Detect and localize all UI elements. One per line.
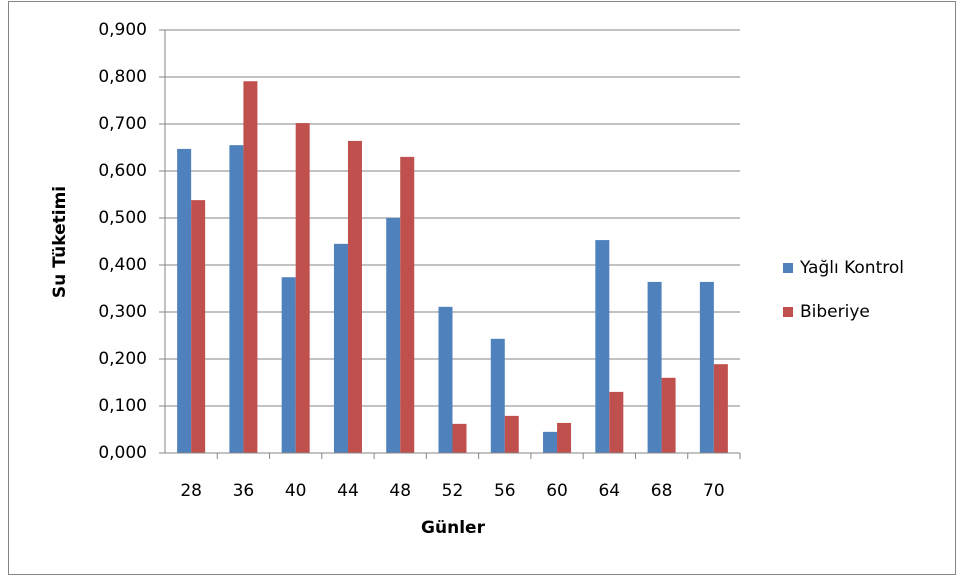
bar	[333, 243, 348, 453]
x-axis-title: Günler	[421, 518, 486, 538]
y-tick-label: 0,300	[98, 302, 147, 322]
x-tick-label: 36	[233, 481, 255, 501]
x-tick-label: 64	[598, 481, 620, 501]
bar	[386, 218, 401, 453]
legend-label: Biberiye	[800, 302, 870, 322]
y-tick-label: 0,700	[98, 114, 147, 134]
bar	[490, 338, 505, 453]
x-tick-label: 70	[703, 481, 725, 501]
bar	[504, 415, 519, 453]
x-tick-label: 68	[651, 481, 673, 501]
bar	[191, 200, 206, 453]
legend-swatch	[783, 263, 793, 273]
bar	[281, 277, 296, 453]
y-tick-label: 0,000	[98, 443, 147, 463]
bar	[243, 81, 258, 453]
chart-border	[8, 1, 956, 575]
x-tick-label: 60	[546, 481, 568, 501]
bar	[713, 364, 728, 453]
y-tick-label: 0,100	[98, 396, 147, 416]
x-tick-label: 44	[337, 481, 359, 501]
bar	[438, 306, 453, 453]
bar	[557, 422, 572, 453]
bar	[177, 148, 192, 453]
bar	[347, 140, 362, 454]
bar	[400, 156, 415, 453]
bar	[452, 423, 467, 453]
x-tick-label: 28	[180, 481, 202, 501]
y-tick-label: 0,200	[98, 349, 147, 369]
bar	[661, 377, 676, 453]
x-tick-label: 56	[494, 481, 516, 501]
y-tick-label: 0,400	[98, 255, 147, 275]
bar	[543, 431, 558, 453]
x-tick-label: 40	[285, 481, 307, 501]
y-tick-label: 0,800	[98, 67, 147, 87]
bar	[229, 145, 244, 453]
legend-label: Yağlı Kontrol	[799, 258, 904, 278]
x-tick-label: 52	[442, 481, 464, 501]
bar	[647, 281, 662, 453]
bar	[295, 123, 310, 453]
y-tick-label: 0,500	[98, 208, 147, 228]
x-tick-label: 48	[389, 481, 411, 501]
legend-swatch	[783, 307, 793, 317]
y-tick-label: 0,900	[98, 20, 147, 40]
bar	[595, 240, 610, 453]
y-axis-title: Su Tüketimi	[50, 186, 70, 298]
bar	[609, 391, 624, 453]
y-tick-label: 0,600	[98, 161, 147, 181]
bar	[699, 281, 714, 453]
